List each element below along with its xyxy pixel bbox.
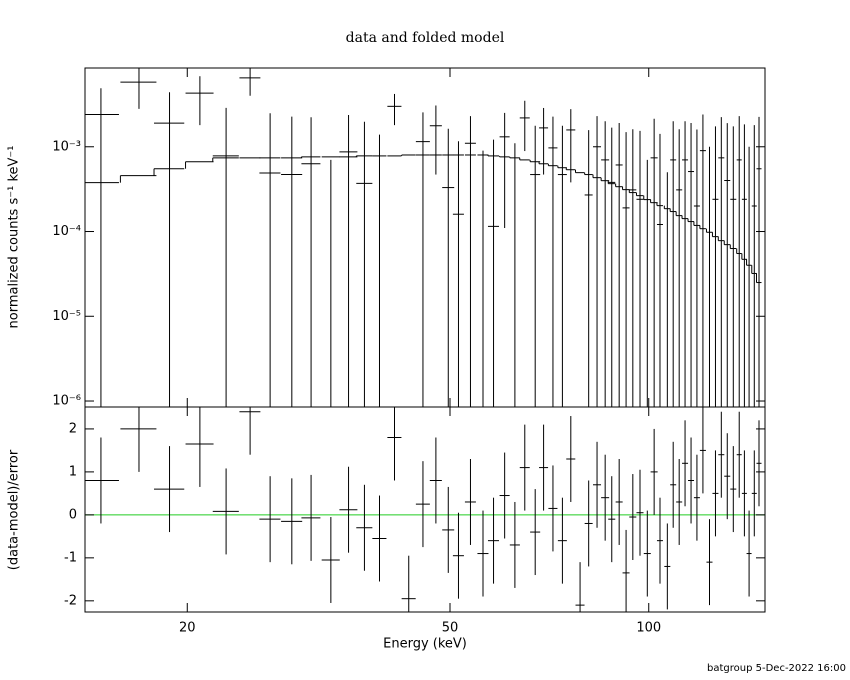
chart-title: data and folded model [346,30,505,46]
residual-y-tick-label: 1 [69,464,77,479]
spectrum-panel [85,68,762,407]
bottom-frame [84,406,766,613]
x-tick-label: 50 [442,621,459,636]
y-tick-label: 10⁻³ [52,139,81,154]
residual-panel [85,407,765,612]
y-tick-label: 10⁻⁴ [52,224,81,239]
residual-y-tick-label: -2 [64,593,77,608]
y-axis-label: normalized counts s⁻¹ keV⁻¹ [7,146,22,329]
footer: batgroup 5-Dec-2022 16:00 [707,663,846,674]
residual-y-tick-label: 2 [69,421,77,436]
residual-y-tick-label: 0 [69,507,77,522]
residual-y-tick-label: -1 [64,550,77,565]
y-tick-label: 10⁻⁵ [52,309,81,324]
y-tick-label: 10⁻⁶ [52,394,81,409]
x-axis-label: Energy (keV) [383,637,467,652]
x-tick-label: 20 [179,621,196,636]
axes: 20 50 100 10⁻⁶ 10⁻⁵ 10⁻⁴ 10⁻³ -2 -1 0 1 2 [52,68,765,636]
residual-axis-label: (data-model)/error [7,449,22,570]
x-tick-label: 100 [636,621,661,636]
